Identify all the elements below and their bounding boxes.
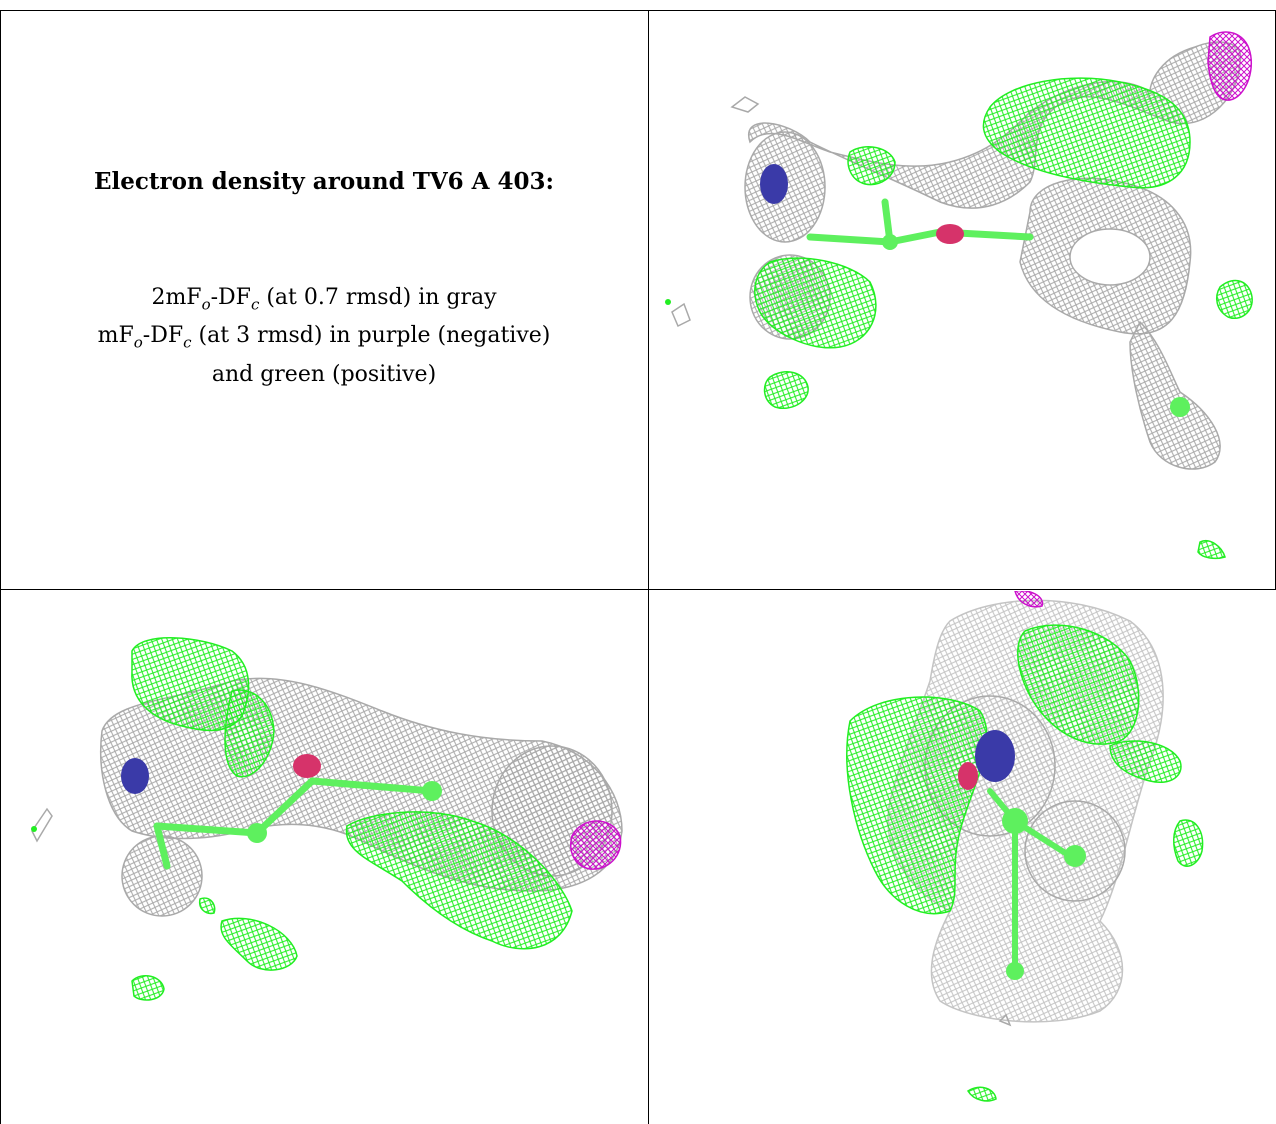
green-mesh-left-large	[846, 696, 988, 915]
green-mesh-small-a	[1173, 819, 1204, 867]
nitrogen-atom	[760, 164, 788, 204]
green-speck	[31, 826, 37, 832]
density-render	[31, 637, 623, 1001]
ligand-stick-model	[121, 754, 442, 870]
green-mesh-upper	[1017, 624, 1140, 745]
gray-fragment	[730, 96, 760, 113]
density-panel-bottom-left	[2, 591, 647, 1124]
green-mesh-mid	[847, 146, 896, 186]
caption-heading: Electron density around TV6 A 403:	[93, 168, 555, 195]
density-panel-top-right	[650, 12, 1274, 588]
grid-center-horizontal	[0, 589, 1276, 590]
density-render	[846, 591, 1204, 1102]
border-left	[0, 10, 1, 1124]
caption-cell: Electron density around TV6 A 403: 2mFo-…	[0, 0, 648, 588]
ligand-stick-model	[760, 164, 1190, 417]
nitrogen-atom	[975, 730, 1015, 782]
purple-mesh	[1014, 591, 1044, 608]
green-mesh-small-b	[966, 1086, 997, 1102]
green-mesh-neck	[224, 689, 275, 778]
border-top	[0, 10, 1276, 11]
ring-hole	[1069, 228, 1151, 286]
purple-mesh	[570, 820, 622, 870]
legend-line-positive: and green (positive)	[211, 361, 437, 387]
green-mesh-small-a	[220, 917, 298, 971]
green-speck	[665, 299, 671, 305]
oxygen-atom	[958, 762, 978, 790]
nitrogen-atom	[121, 758, 149, 794]
gray-fragment	[31, 807, 53, 843]
grid-center-vertical	[648, 10, 649, 1124]
oxygen-atom	[936, 224, 964, 244]
green-mesh-right	[345, 811, 573, 950]
oxygen-atom	[293, 754, 321, 778]
green-mesh-small-c	[1197, 540, 1226, 560]
purple-mesh	[1207, 31, 1252, 101]
density-panel-bottom-right	[650, 591, 1274, 1124]
legend-line-fofc: mFo-DFc (at 3 rmsd) in purple (negative)	[97, 323, 551, 352]
gray-fragment	[671, 302, 691, 328]
green-mesh-small-b	[131, 974, 165, 1001]
caption-description: 2mFo-DFc (at 0.7 rmsd) in gray mFo-DFc (…	[0, 282, 648, 391]
ligand-stick-model	[958, 730, 1086, 980]
gray-fragment	[998, 1013, 1012, 1027]
green-mesh-left	[754, 257, 877, 349]
density-render	[665, 31, 1253, 560]
green-mesh-right	[1109, 740, 1182, 783]
green-mesh-small-a	[763, 371, 809, 409]
green-mesh-small-c	[198, 897, 216, 915]
legend-line-2fofc: 2mFo-DFc (at 0.7 rmsd) in gray	[151, 285, 497, 314]
green-mesh-small-b	[1215, 279, 1253, 319]
gray-mesh-tail	[1129, 320, 1221, 470]
green-mesh-upper	[982, 77, 1191, 189]
